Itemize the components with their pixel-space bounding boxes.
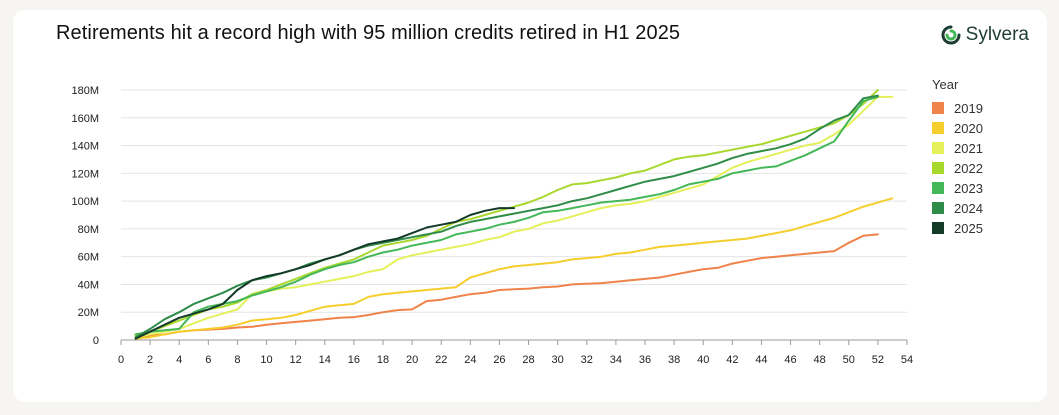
y-tick-label: 40M: [78, 279, 99, 291]
x-tick-label: 50: [843, 354, 855, 366]
x-tick-label: 14: [319, 354, 331, 366]
y-tick-label: 100M: [71, 196, 99, 208]
x-tick-label: 18: [377, 354, 389, 366]
legend-swatch: [932, 122, 944, 134]
x-tick-label: 12: [290, 354, 302, 366]
legend-items: 2019 2020 2021 2022 2023 2024 2025: [932, 98, 983, 238]
brand-logo: Sylvera: [941, 24, 1029, 46]
x-tick-label: 28: [522, 354, 534, 366]
x-tick-label: 20: [406, 354, 418, 366]
sylvera-logo-icon: [941, 25, 961, 45]
legend-swatch: [932, 182, 944, 194]
legend-label: 2022: [954, 160, 983, 176]
series-line-2019: [134, 233, 879, 339]
x-tick-label: 34: [610, 354, 622, 366]
x-tick-label: 40: [697, 354, 709, 366]
legend-item-2020[interactable]: 2020: [932, 118, 983, 138]
x-tick-label: 46: [784, 354, 796, 366]
x-tick-label: 42: [726, 354, 738, 366]
x-tick-label: 22: [435, 354, 447, 366]
legend-label: 2023: [954, 180, 983, 196]
x-tick-label: 54: [901, 354, 913, 366]
x-tick-label: 36: [639, 354, 651, 366]
y-tick-label: 120M: [71, 168, 99, 180]
x-tick-label: 0: [118, 354, 124, 366]
legend-swatch: [932, 142, 944, 154]
legend-swatch: [932, 162, 944, 174]
y-tick-label: 60M: [78, 252, 99, 264]
x-tick-label: 44: [755, 354, 767, 366]
x-tick-label: 26: [493, 354, 505, 366]
y-tick-label: 160M: [71, 113, 99, 125]
legend: Year 2019 2020 2021 2022 2023 2024 2025: [932, 77, 983, 238]
x-tick-label: 48: [814, 354, 826, 366]
legend-item-2022[interactable]: 2022: [932, 158, 983, 178]
legend-item-2024[interactable]: 2024: [932, 198, 983, 218]
x-tick-label: 52: [872, 354, 884, 366]
legend-swatch: [932, 222, 944, 234]
series-line-2024: [134, 94, 879, 339]
legend-item-2023[interactable]: 2023: [932, 178, 983, 198]
series-line-2025: [134, 207, 515, 340]
y-tick-label: 0: [93, 335, 99, 347]
y-tick-label: 20M: [78, 307, 99, 319]
x-tick-label: 32: [581, 354, 593, 366]
chart-title: Retirements hit a record high with 95 mi…: [56, 22, 681, 44]
x-tick-label: 2: [147, 354, 153, 366]
legend-swatch: [932, 102, 944, 114]
series-line-2023: [134, 95, 879, 336]
y-tick-label: 80M: [78, 224, 99, 236]
legend-label: 2024: [954, 200, 983, 216]
series-line-2021: [134, 95, 894, 339]
x-tick-label: 10: [260, 354, 272, 366]
legend-item-2019[interactable]: 2019: [932, 98, 983, 118]
legend-item-2021[interactable]: 2021: [932, 138, 983, 158]
legend-swatch: [932, 202, 944, 214]
x-tick-label: 8: [234, 354, 240, 366]
legend-label: 2025: [954, 220, 983, 236]
y-tick-label: 140M: [71, 141, 99, 153]
legend-label: 2020: [954, 120, 983, 136]
x-tick-label: 16: [348, 354, 360, 366]
x-tick-label: 30: [552, 354, 564, 366]
x-tick-label: 38: [668, 354, 680, 366]
legend-item-2025[interactable]: 2025: [932, 218, 983, 238]
y-tick-label: 180M: [71, 85, 99, 97]
legend-label: 2019: [954, 100, 983, 116]
x-tick-label: 4: [176, 354, 182, 366]
x-tick-label: 6: [205, 354, 211, 366]
chart-card: [13, 10, 1047, 402]
x-tick-label: 24: [464, 354, 476, 366]
series-line-2020: [134, 197, 894, 340]
legend-title: Year: [932, 77, 959, 92]
legend-label: 2021: [954, 140, 983, 156]
brand-name: Sylvera: [965, 24, 1029, 45]
